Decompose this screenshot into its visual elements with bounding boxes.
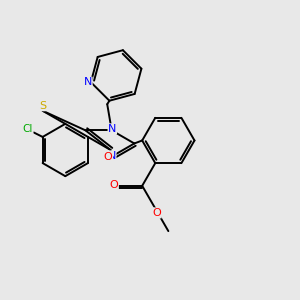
Text: S: S	[39, 101, 46, 111]
Text: N: N	[108, 124, 116, 134]
Text: O: O	[104, 152, 112, 161]
Text: N: N	[108, 151, 116, 161]
Text: O: O	[152, 208, 161, 218]
Text: O: O	[110, 180, 118, 190]
Text: N: N	[84, 77, 92, 87]
Text: Cl: Cl	[22, 124, 33, 134]
